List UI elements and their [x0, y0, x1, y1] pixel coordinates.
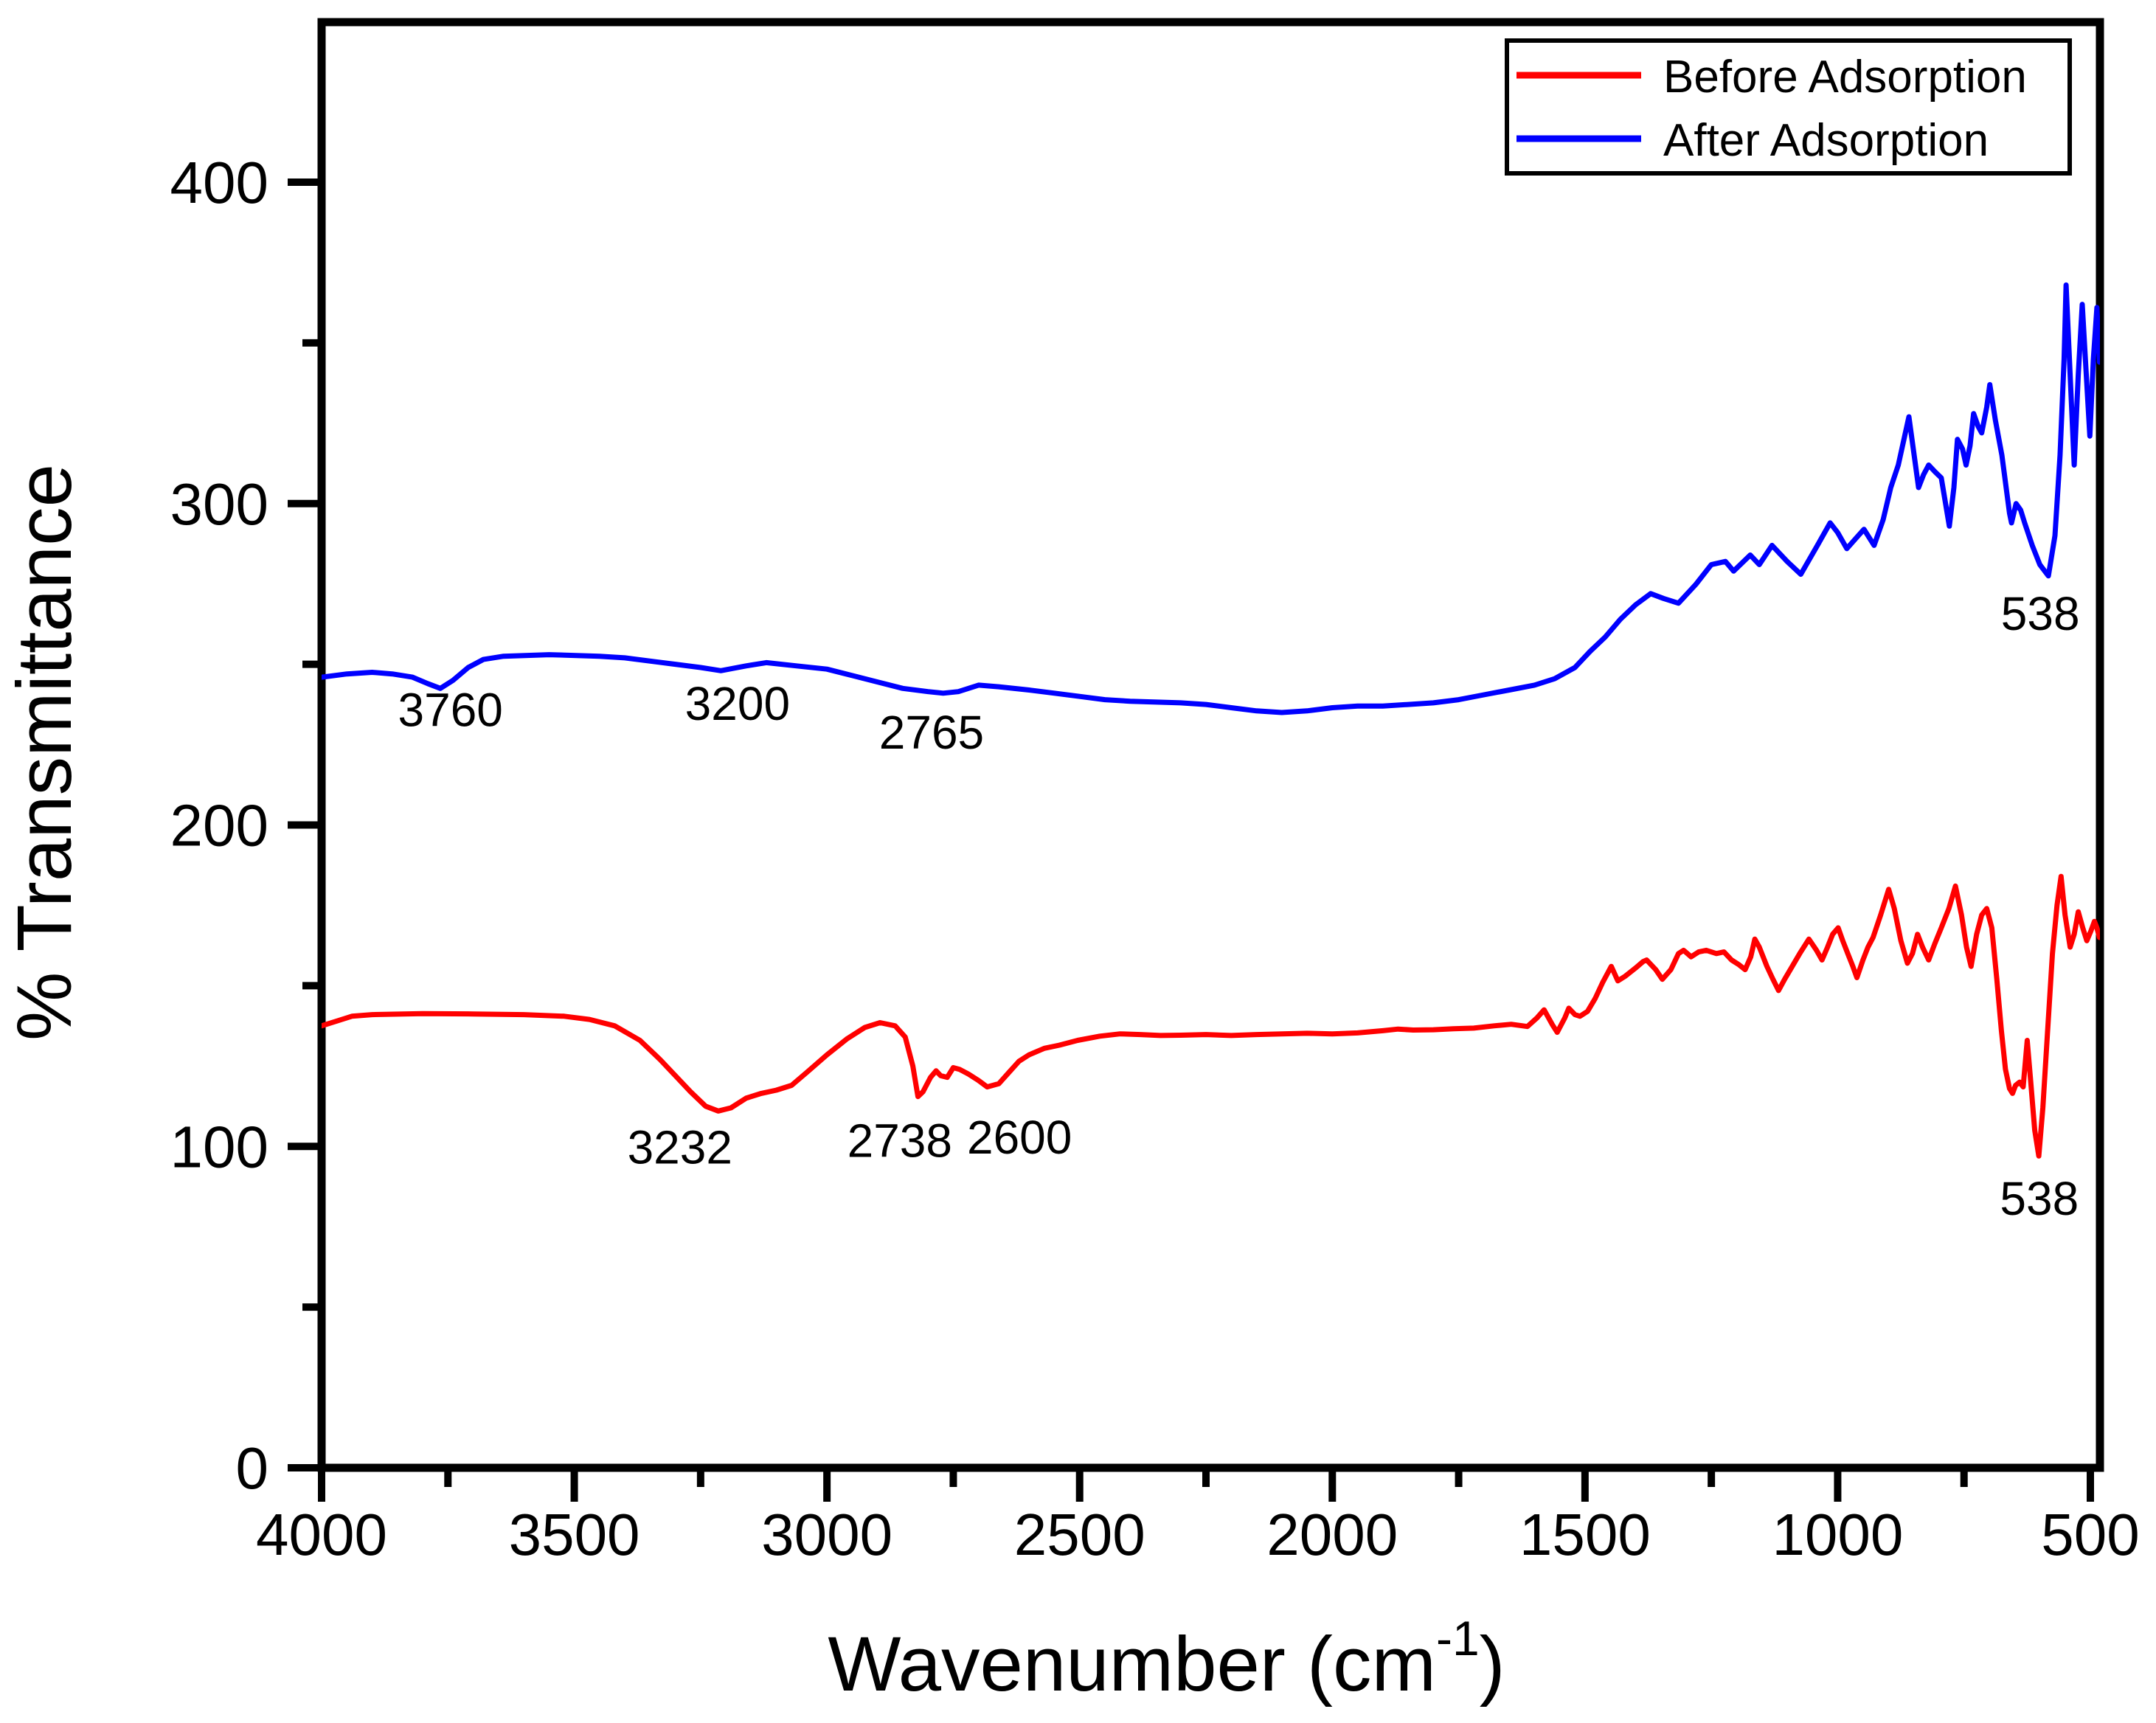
x-tick-label: 2500	[1014, 1502, 1145, 1567]
peak-annotation: 2765	[879, 706, 984, 759]
peak-annotation: 538	[2001, 587, 2080, 640]
peak-annotation: 3760	[398, 684, 503, 737]
x-tick-label: 3000	[761, 1502, 892, 1567]
y-tick-label: 200	[170, 793, 268, 859]
after-adsorption-curve	[322, 282, 2100, 715]
x-tick-label: 3500	[509, 1502, 640, 1567]
y-axis-title: % Transmittance	[1, 464, 88, 1041]
y-tick-label: 400	[170, 150, 268, 215]
x-tick-label: 1500	[1519, 1502, 1651, 1567]
peak-annotation: 2600	[967, 1111, 1072, 1164]
y-tick-label: 100	[170, 1114, 268, 1179]
peak-annotation: 2738	[848, 1114, 952, 1168]
before-adsorption-curve	[322, 873, 2100, 1159]
x-tick-label: 500	[2041, 1502, 2139, 1567]
plot-border	[317, 18, 2104, 1472]
x-tick-label: 2000	[1266, 1502, 1398, 1567]
peak-annotation: 3232	[628, 1120, 732, 1173]
legend-label: After Adsorption	[1663, 115, 1989, 166]
peak-annotation: 3200	[685, 677, 790, 730]
legend-label: Before Adsorption	[1663, 52, 2027, 103]
legend-box	[1505, 38, 2072, 176]
x-tick-label: 4000	[256, 1502, 387, 1567]
peak-annotation: 538	[2000, 1172, 2079, 1225]
y-tick-label: 300	[170, 471, 268, 537]
y-tick-label: 0	[236, 1435, 269, 1501]
x-tick-label: 1000	[1772, 1502, 1903, 1567]
x-axis-title: Wavenumber (cm-1)	[828, 1611, 1505, 1708]
